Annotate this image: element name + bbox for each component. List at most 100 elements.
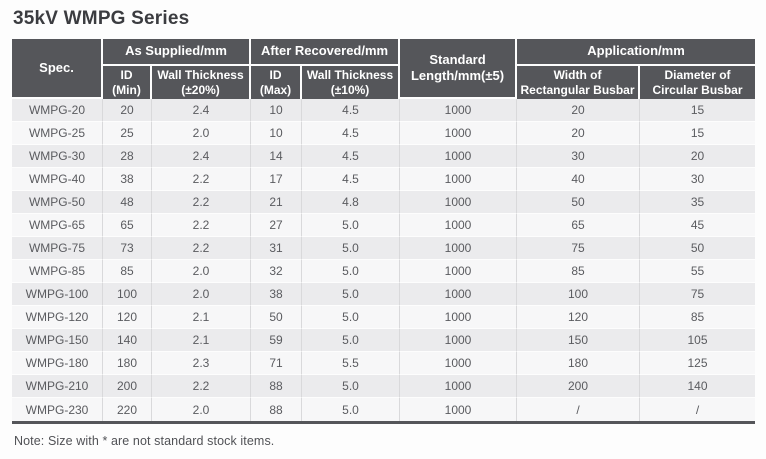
cell-spec: WMPG-180 — [12, 352, 103, 375]
cell-diameter-circular-busbar: 15 — [640, 122, 756, 145]
cell-width-rectangular-busbar: 50 — [517, 191, 641, 214]
cell-wall-thickness-10: 5.0 — [302, 329, 401, 352]
cell-diameter-circular-busbar: 140 — [640, 375, 756, 398]
cell-diameter-circular-busbar: 75 — [640, 283, 756, 306]
cell-width-rectangular-busbar: 75 — [517, 237, 641, 260]
cell-diameter-circular-busbar: 15 — [640, 99, 756, 122]
cell-id-min: 65 — [103, 214, 152, 237]
cell-wall-thickness-10: 5.0 — [302, 260, 401, 283]
cell-diameter-circular-busbar: 125 — [640, 352, 756, 375]
table-row: WMPG-85 85 2.0 32 5.0 1000 85 55 — [12, 260, 756, 283]
cell-standard-length: 1000 — [400, 283, 518, 306]
table-header: Spec. As Supplied/mm After Recovered/mm … — [12, 39, 756, 99]
table-row: WMPG-180 180 2.3 71 5.5 1000 180 125 — [12, 352, 756, 375]
cell-diameter-circular-busbar: 45 — [640, 214, 756, 237]
cell-standard-length: 1000 — [400, 329, 518, 352]
cell-wall-thickness-20: 2.3 — [152, 352, 252, 375]
cell-id-min: 85 — [103, 260, 152, 283]
cell-spec: WMPG-30 — [12, 145, 103, 168]
cell-id-max: 10 — [251, 122, 303, 145]
header-wall-thickness-10: Wall Thickness (±10%) — [302, 66, 401, 99]
cell-id-min: 48 — [103, 191, 152, 214]
cell-wall-thickness-10: 4.5 — [302, 145, 401, 168]
cell-wall-thickness-20: 2.1 — [152, 306, 252, 329]
table-row: WMPG-20 20 2.4 10 4.5 1000 20 15 — [12, 99, 756, 122]
cell-id-min: 73 — [103, 237, 152, 260]
table-row: WMPG-230 220 2.0 88 5.0 1000 / / — [12, 398, 756, 421]
cell-width-rectangular-busbar: 200 — [517, 375, 641, 398]
cell-diameter-circular-busbar: / — [640, 398, 756, 421]
cell-id-max: 21 — [251, 191, 303, 214]
cell-diameter-circular-busbar: 20 — [640, 145, 756, 168]
cell-wall-thickness-10: 4.8 — [302, 191, 401, 214]
header-group-row: Spec. As Supplied/mm After Recovered/mm … — [12, 39, 756, 99]
cell-wall-thickness-10: 5.0 — [302, 214, 401, 237]
cell-wall-thickness-20: 2.4 — [152, 145, 252, 168]
cell-id-max: 14 — [251, 145, 303, 168]
cell-wall-thickness-20: 2.2 — [152, 168, 252, 191]
header-standard-length: Standard Length/mm(±5) — [400, 39, 518, 99]
cell-id-min: 28 — [103, 145, 152, 168]
cell-wall-thickness-10: 5.0 — [302, 398, 401, 421]
cell-standard-length: 1000 — [400, 306, 518, 329]
cell-id-max: 32 — [251, 260, 303, 283]
cell-wall-thickness-10: 4.5 — [302, 168, 401, 191]
cell-id-min: 180 — [103, 352, 152, 375]
cell-wall-thickness-10: 4.5 — [302, 122, 401, 145]
cell-width-rectangular-busbar: 20 — [517, 99, 641, 122]
cell-diameter-circular-busbar: 35 — [640, 191, 756, 214]
cell-spec: WMPG-230 — [12, 398, 103, 421]
cell-diameter-circular-busbar: 85 — [640, 306, 756, 329]
table-row: WMPG-75 73 2.2 31 5.0 1000 75 50 — [12, 237, 756, 260]
table-row: WMPG-65 65 2.2 27 5.0 1000 65 45 — [12, 214, 756, 237]
cell-id-max: 88 — [251, 398, 303, 421]
table-row: WMPG-210 200 2.2 88 5.0 1000 200 140 — [12, 375, 756, 398]
cell-diameter-circular-busbar: 50 — [640, 237, 756, 260]
header-after-recovered-group: After Recovered/mm — [251, 39, 401, 66]
cell-wall-thickness-20: 2.1 — [152, 329, 252, 352]
cell-id-min: 200 — [103, 375, 152, 398]
header-spec: Spec. — [12, 39, 103, 99]
cell-id-max: 38 — [251, 283, 303, 306]
cell-standard-length: 1000 — [400, 260, 518, 283]
cell-id-max: 31 — [251, 237, 303, 260]
cell-standard-length: 1000 — [400, 145, 518, 168]
cell-standard-length: 1000 — [400, 398, 518, 421]
cell-spec: WMPG-85 — [12, 260, 103, 283]
cell-id-max: 59 — [251, 329, 303, 352]
cell-spec: WMPG-40 — [12, 168, 103, 191]
table-row: WMPG-40 38 2.2 17 4.5 1000 40 30 — [12, 168, 756, 191]
cell-id-min: 38 — [103, 168, 152, 191]
cell-id-min: 100 — [103, 283, 152, 306]
table-body: WMPG-20 20 2.4 10 4.5 1000 20 15 WMPG-25… — [12, 99, 756, 421]
cell-wall-thickness-10: 5.5 — [302, 352, 401, 375]
cell-standard-length: 1000 — [400, 237, 518, 260]
cell-wall-thickness-10: 5.0 — [302, 237, 401, 260]
cell-spec: WMPG-120 — [12, 306, 103, 329]
cell-spec: WMPG-100 — [12, 283, 103, 306]
cell-width-rectangular-busbar: 40 — [517, 168, 641, 191]
cell-standard-length: 1000 — [400, 352, 518, 375]
cell-spec: WMPG-50 — [12, 191, 103, 214]
page-title: 35kV WMPG Series — [13, 8, 190, 29]
table-row: WMPG-50 48 2.2 21 4.8 1000 50 35 — [12, 191, 756, 214]
header-id-max: ID (Max) — [251, 66, 303, 99]
cell-width-rectangular-busbar: 150 — [517, 329, 641, 352]
cell-standard-length: 1000 — [400, 214, 518, 237]
cell-standard-length: 1000 — [400, 375, 518, 398]
cell-spec: WMPG-25 — [12, 122, 103, 145]
cell-spec: WMPG-150 — [12, 329, 103, 352]
cell-width-rectangular-busbar: 180 — [517, 352, 641, 375]
cell-width-rectangular-busbar: 85 — [517, 260, 641, 283]
table-row: WMPG-150 140 2.1 59 5.0 1000 150 105 — [12, 329, 756, 352]
cell-wall-thickness-10: 5.0 — [302, 306, 401, 329]
cell-wall-thickness-20: 2.2 — [152, 237, 252, 260]
header-diameter-circular-busbar: Diameter of Circular Busbar — [640, 66, 756, 99]
cell-wall-thickness-20: 2.2 — [152, 214, 252, 237]
cell-wall-thickness-10: 5.0 — [302, 375, 401, 398]
cell-standard-length: 1000 — [400, 191, 518, 214]
cell-wall-thickness-20: 2.0 — [152, 260, 252, 283]
header-as-supplied-group: As Supplied/mm — [103, 39, 252, 66]
cell-spec: WMPG-65 — [12, 214, 103, 237]
cell-width-rectangular-busbar: 100 — [517, 283, 641, 306]
